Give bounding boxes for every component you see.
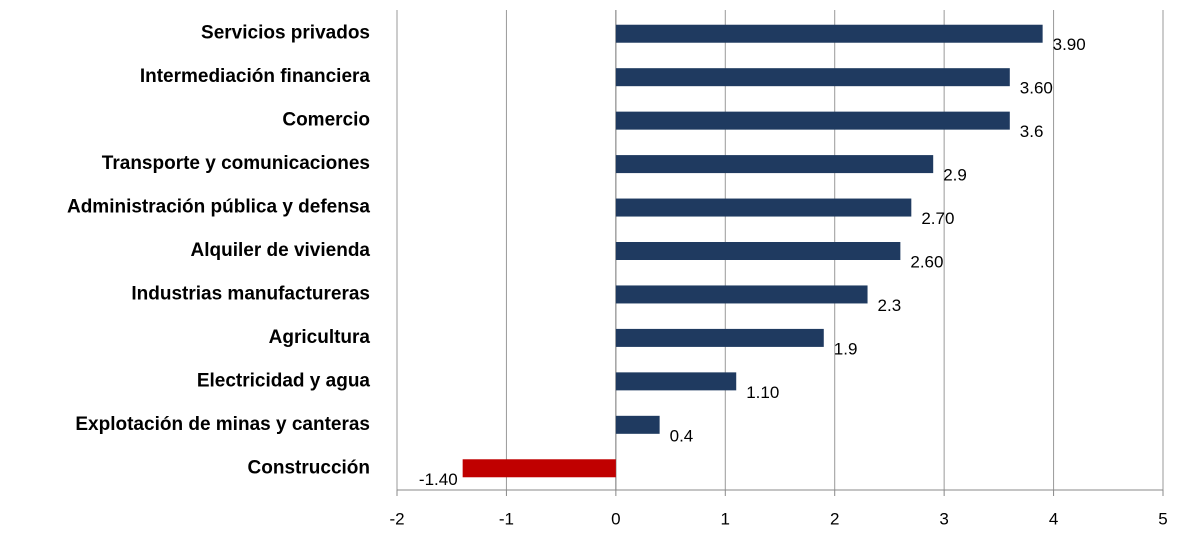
- category-label: Construcción: [248, 457, 370, 478]
- x-tick-label: 4: [1049, 509, 1058, 528]
- value-label: 2.60: [910, 252, 943, 271]
- x-tick-label: 3: [939, 509, 948, 528]
- value-label: 1.9: [834, 339, 858, 358]
- category-label: Transporte y comunicaciones: [102, 153, 370, 174]
- value-label: 1.10: [746, 383, 779, 402]
- category-label: Electricidad y agua: [197, 370, 371, 391]
- x-tick-label: 5: [1158, 509, 1167, 528]
- category-label: Explotación de minas y canteras: [75, 414, 370, 435]
- x-tick-label: -2: [389, 509, 404, 528]
- value-label: 2.3: [878, 296, 902, 315]
- category-label: Alquiler de vivienda: [191, 240, 371, 261]
- value-label: -1.40: [419, 470, 458, 489]
- x-tick-label: -1: [499, 509, 514, 528]
- bar: [615, 285, 868, 304]
- value-label: 3.90: [1053, 35, 1086, 54]
- bar: [615, 24, 1043, 43]
- x-tick-label: 1: [721, 509, 730, 528]
- category-label: Servicios privados: [201, 23, 370, 44]
- bar: [615, 242, 901, 260]
- bar: [615, 372, 737, 391]
- category-label: Intermediación financiera: [140, 66, 371, 87]
- bar: [615, 198, 912, 217]
- value-label: 2.9: [943, 166, 967, 185]
- bar: [462, 459, 616, 478]
- category-label: Industrias manufactureras: [131, 283, 370, 304]
- value-label: 3.6: [1020, 122, 1044, 141]
- bar: [615, 111, 1010, 130]
- bar: [615, 328, 824, 347]
- bar: [615, 415, 660, 434]
- x-tick-label: 2: [830, 509, 839, 528]
- x-tick-label: 0: [611, 509, 620, 528]
- value-label: 2.70: [921, 209, 954, 228]
- bar: [615, 68, 1010, 87]
- value-label: 0.4: [670, 426, 694, 445]
- category-label: Comercio: [282, 110, 370, 131]
- value-label: 3.60: [1020, 79, 1053, 98]
- category-label: Administración pública y defensa: [67, 197, 370, 218]
- bar: [615, 155, 934, 174]
- category-label: Agricultura: [269, 327, 371, 348]
